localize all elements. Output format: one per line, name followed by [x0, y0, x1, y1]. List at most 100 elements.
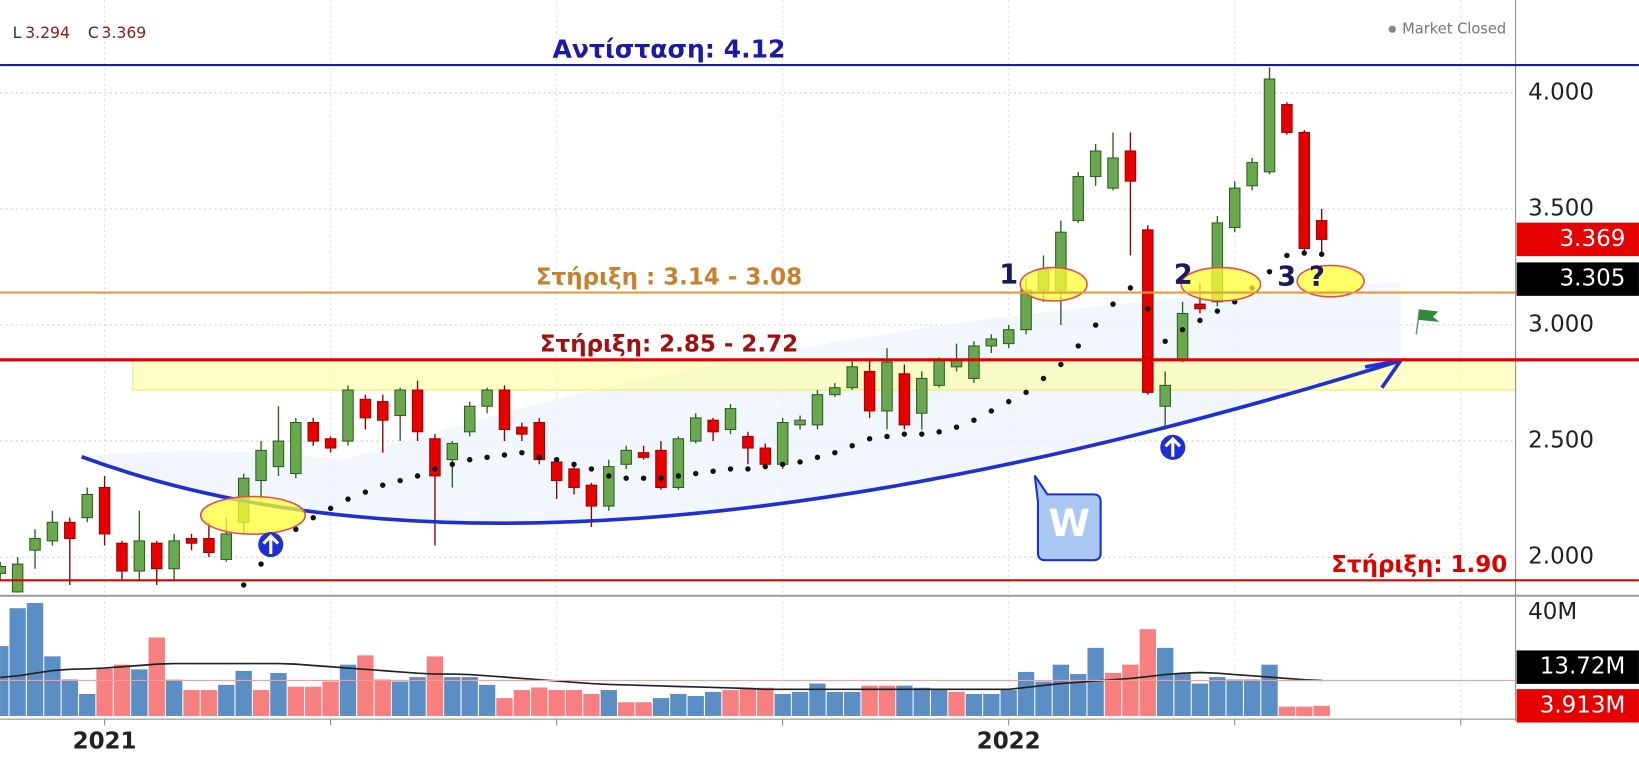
- candle-body: [1107, 157, 1119, 189]
- volume-bar: [652, 698, 670, 716]
- volume-bar: [844, 691, 861, 716]
- highlight: [1296, 264, 1365, 298]
- candle-body: [290, 421, 302, 475]
- sar-dot: [1214, 308, 1221, 314]
- volume-bar: [1139, 629, 1156, 716]
- volume-bar: [513, 690, 531, 716]
- volume-bar: [1261, 664, 1278, 716]
- last-price-label: 3.369: [1560, 226, 1626, 252]
- volume-bar: [1017, 671, 1035, 716]
- sar-dot: [797, 459, 803, 465]
- sar-dot: [484, 454, 490, 461]
- sar-dot: [1284, 252, 1290, 259]
- header-low-label: L: [13, 23, 22, 42]
- sar-dot: [971, 417, 977, 423]
- candle-body: [1124, 150, 1137, 182]
- volume-bar: [704, 691, 722, 716]
- sar-dot: [901, 431, 908, 437]
- sar-dot: [1040, 375, 1047, 382]
- level-label: Αντίσταση: 4.12: [552, 34, 785, 63]
- volume-bar: [44, 656, 61, 716]
- sar-dot: [293, 526, 299, 532]
- candle-body: [655, 449, 667, 489]
- sar-dot: [501, 452, 508, 458]
- w-curve: [80, 358, 1402, 525]
- volume-bar: [218, 684, 235, 716]
- volume-bar: [791, 691, 809, 716]
- sar-dot: [1179, 326, 1186, 333]
- sar-dot: [588, 466, 595, 472]
- candle-body: [585, 484, 598, 507]
- volume-bar: [61, 679, 78, 716]
- candle-body: [498, 389, 511, 430]
- candle-body: [568, 468, 580, 489]
- volume-bar: [391, 681, 409, 716]
- last-price-label-bg: [1516, 222, 1639, 257]
- sar-dot: [1301, 250, 1307, 256]
- sar-label-bg: [1516, 262, 1639, 296]
- header-low: 3.294: [25, 23, 70, 42]
- volume-bar: [878, 685, 896, 716]
- candle-body: [1194, 303, 1206, 310]
- sar-dot: [623, 475, 629, 481]
- pattern-label: 2: [1174, 259, 1193, 290]
- candle-body: [1159, 384, 1171, 407]
- sar-dot: [866, 436, 873, 442]
- sar-dot: [640, 475, 647, 481]
- candle-body: [898, 373, 911, 426]
- volume-bar: [1226, 679, 1243, 716]
- volume-bar: [322, 681, 339, 716]
- volume-bar: [739, 687, 757, 716]
- flag: [1415, 309, 1440, 335]
- up-arrow: [258, 532, 284, 558]
- volume-bar: [774, 693, 791, 716]
- y-tick-label: 3.500: [1528, 195, 1594, 221]
- candle-body: [1246, 162, 1258, 187]
- candle-body: [98, 486, 111, 535]
- volume-bar: [965, 693, 983, 716]
- level-label: Στήριξη: 1.90: [1331, 552, 1507, 578]
- y-tick-label: 2.500: [1528, 428, 1594, 454]
- header-close: 3.369: [101, 23, 146, 42]
- candle-body: [1176, 312, 1189, 361]
- candle-body: [1228, 187, 1241, 229]
- level-label: Στήριξη: 2.85 - 2.72: [540, 332, 798, 358]
- sar-dot: [1318, 251, 1325, 257]
- volume-bar: [1296, 706, 1313, 716]
- sar-dot: [553, 456, 560, 463]
- candle-body: [411, 389, 424, 433]
- sar-dot: [884, 433, 890, 440]
- volume-bar: [1087, 647, 1104, 716]
- candle-body: [133, 540, 146, 572]
- sar-dot: [693, 470, 699, 477]
- sar-dot: [832, 449, 838, 456]
- candle-body: [968, 345, 980, 379]
- sar-dot: [571, 461, 577, 468]
- volume-bar: [496, 698, 513, 716]
- pattern-label: 1: [999, 259, 1018, 290]
- volume-last-label: 3.913M: [1540, 692, 1626, 718]
- volume-bar: [635, 702, 652, 716]
- volume-bar: [96, 668, 113, 716]
- candle-body: [916, 377, 928, 414]
- candle-body: [0, 565, 7, 574]
- candle-body: [11, 563, 24, 593]
- candle-body: [516, 426, 528, 435]
- volume-bar: [983, 693, 1000, 716]
- sar-dot: [362, 489, 369, 495]
- candle-body: [881, 361, 893, 412]
- volume-bar: [1052, 664, 1070, 716]
- sar-label: 3.305: [1560, 266, 1626, 292]
- y-tick-label: 2.000: [1528, 544, 1594, 570]
- support-band: [132, 359, 1516, 391]
- candle-body: [1211, 222, 1224, 303]
- status-dot: [1388, 25, 1396, 33]
- volume-bar: [357, 655, 374, 716]
- candle-body: [64, 521, 76, 540]
- candle-body: [759, 447, 772, 465]
- candle-body: [1263, 78, 1276, 173]
- sar-dot: [1197, 317, 1203, 324]
- sar-dot: [727, 466, 734, 472]
- volume-bar: [1243, 679, 1261, 716]
- pattern-label: 3: [1277, 262, 1296, 293]
